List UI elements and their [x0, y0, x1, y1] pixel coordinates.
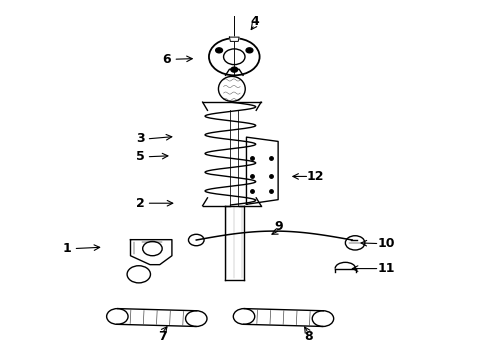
Text: 5: 5	[136, 150, 145, 163]
Polygon shape	[130, 240, 172, 265]
Text: 8: 8	[304, 330, 313, 343]
Text: 2: 2	[136, 197, 145, 210]
Circle shape	[216, 48, 222, 53]
Text: 6: 6	[163, 53, 172, 66]
Text: 1: 1	[63, 242, 72, 255]
Text: 3: 3	[136, 132, 145, 145]
Text: 9: 9	[275, 220, 283, 233]
Text: 12: 12	[307, 170, 324, 183]
Circle shape	[246, 48, 253, 53]
Text: 11: 11	[377, 262, 395, 275]
Polygon shape	[229, 37, 239, 41]
Text: 10: 10	[377, 237, 395, 250]
Circle shape	[231, 67, 238, 72]
Text: 4: 4	[250, 14, 259, 27]
Text: 7: 7	[158, 330, 167, 343]
